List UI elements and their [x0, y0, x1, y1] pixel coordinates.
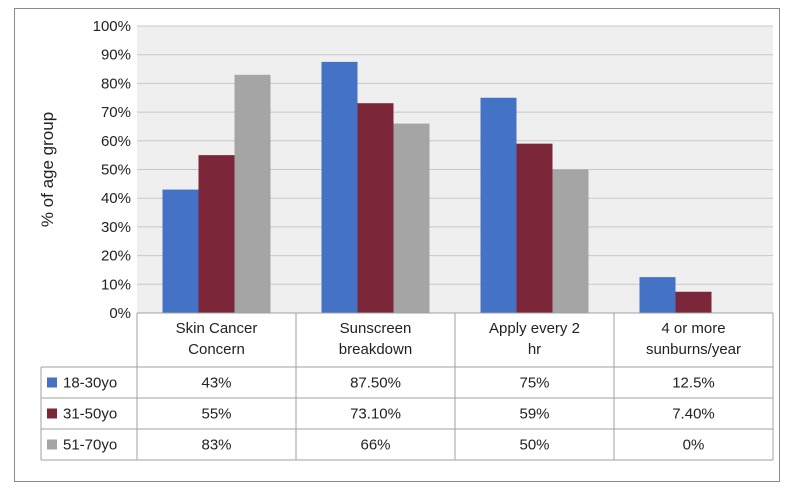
series-name: 18-30yo	[63, 375, 117, 392]
category-label: Skin Cancer	[176, 320, 258, 337]
bar	[516, 143, 553, 313]
bar	[480, 97, 517, 313]
data-value: 43%	[201, 375, 231, 392]
bar	[321, 61, 358, 313]
y-tick-label: 30%	[101, 219, 131, 236]
y-tick-label: 90%	[101, 47, 131, 64]
data-value: 87.50%	[350, 375, 401, 392]
y-tick-label: 20%	[101, 248, 131, 265]
bar	[234, 74, 271, 313]
bar	[675, 291, 712, 313]
data-value: 50%	[519, 437, 549, 454]
bar	[552, 169, 589, 313]
bar-chart: 0% 10% 20% 30% 40% 50% 60% 70% 80% 90% 100% % of ag…	[38, 18, 774, 461]
bar	[198, 155, 235, 313]
data-value: 66%	[360, 437, 390, 454]
y-tick-label: 0%	[109, 305, 131, 322]
data-value: 0%	[683, 437, 705, 454]
bar	[357, 103, 394, 313]
legend-key	[47, 439, 57, 450]
data-value: 75%	[519, 375, 549, 392]
bar	[162, 189, 199, 313]
bar	[393, 123, 430, 313]
category-label: sunburns/year	[646, 341, 741, 358]
data-value: 55%	[201, 406, 231, 423]
series-name: 31-50yo	[63, 406, 117, 423]
y-tick-label: 40%	[101, 190, 131, 207]
data-value: 59%	[519, 406, 549, 423]
data-value: 12.5%	[672, 375, 715, 392]
category-label: breakdown	[339, 341, 412, 358]
category-label: hr	[528, 341, 541, 358]
category-label: Concern	[188, 341, 245, 358]
data-value: 83%	[201, 437, 231, 454]
data-value: 73.10%	[350, 406, 401, 423]
legend-key	[47, 377, 57, 388]
y-tick-label: 10%	[101, 276, 131, 293]
chart-frame: 0% 10% 20% 30% 40% 50% 60% 70% 80% 90% 100% % of ag…	[14, 8, 780, 482]
category-label: 4 or more	[661, 320, 725, 337]
y-tick-label: 80%	[101, 75, 131, 92]
y-axis-label: % of age group	[38, 112, 57, 227]
category-label: Apply every 2	[489, 320, 580, 337]
y-tick-label: 70%	[101, 104, 131, 121]
y-tick-label: 50%	[101, 162, 131, 179]
legend-key	[47, 408, 57, 419]
category-label: Sunscreen	[340, 320, 412, 337]
y-tick-label: 60%	[101, 133, 131, 150]
y-tick-label: 100%	[93, 18, 131, 35]
series-name: 51-70yo	[63, 437, 117, 454]
data-value: 7.40%	[672, 406, 715, 423]
bar	[639, 277, 676, 313]
